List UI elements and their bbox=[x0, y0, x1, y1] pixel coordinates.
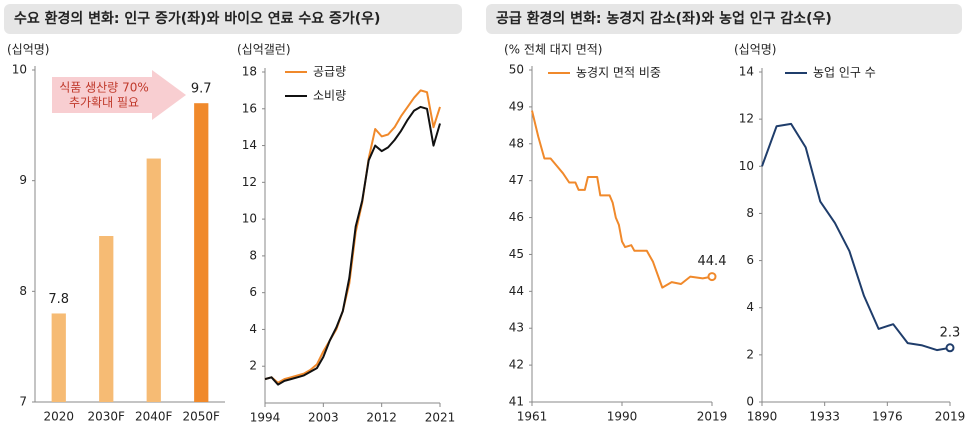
y-tick-label: 0 bbox=[746, 395, 754, 409]
y-tick-label: 41 bbox=[509, 395, 524, 409]
bar bbox=[146, 158, 161, 402]
y-tick-label: 2 bbox=[746, 347, 754, 361]
legend-label: 농업 인구 수 bbox=[813, 66, 876, 80]
line bbox=[264, 105, 441, 386]
x-tick-label: 2030F bbox=[88, 410, 126, 424]
y-tick-label: 4 bbox=[249, 322, 257, 336]
y-tick-label: 44 bbox=[509, 284, 524, 298]
end-marker bbox=[707, 272, 717, 282]
y-tick-label: 6 bbox=[249, 285, 257, 299]
annotation: 추가확대 필요 bbox=[69, 96, 139, 110]
y-tick-label: 10 bbox=[242, 212, 257, 226]
y-tick-label: 18 bbox=[242, 65, 257, 79]
x-tick-label: 2040F bbox=[135, 410, 173, 424]
bar bbox=[194, 103, 209, 402]
legend-label: 농경지 면적 비중 bbox=[576, 66, 661, 80]
y-tick-label: 8 bbox=[249, 248, 257, 262]
y-tick-label: 14 bbox=[739, 65, 754, 79]
header-box bbox=[4, 4, 462, 34]
data-label: 44.4 bbox=[698, 254, 727, 269]
y-tick-label: 48 bbox=[509, 136, 524, 150]
y-tick-label: 12 bbox=[739, 112, 754, 126]
legend-label: 소비량 bbox=[313, 89, 346, 103]
y-tick-label: 9 bbox=[19, 173, 27, 187]
y-axis-label: (십억명) bbox=[7, 43, 49, 57]
x-tick-label: 2050F bbox=[183, 410, 221, 424]
y-tick-label: 12 bbox=[242, 175, 257, 189]
x-tick-label: 1976 bbox=[872, 410, 903, 424]
line bbox=[761, 122, 951, 352]
header-box bbox=[486, 4, 962, 34]
y-tick-label: 8 bbox=[746, 206, 754, 220]
legend-label: 공급량 bbox=[313, 65, 346, 79]
x-tick-label: 2003 bbox=[308, 411, 339, 425]
y-axis-label: (십억명) bbox=[734, 43, 776, 57]
y-tick-label: 7 bbox=[19, 395, 27, 409]
y-tick-label: 6 bbox=[746, 253, 754, 267]
y-tick-label: 2 bbox=[249, 359, 257, 373]
y-tick-label: 47 bbox=[509, 173, 524, 187]
y-tick-label: 43 bbox=[509, 321, 524, 335]
y-tick-label: 8 bbox=[19, 284, 27, 298]
x-tick-label: 1890 bbox=[747, 410, 778, 424]
y-tick-label: 10 bbox=[739, 159, 754, 173]
section-header: 공급 환경의 변화: 농경지 감소(좌)와 농업 인구 감소(우) bbox=[496, 10, 832, 27]
y-tick-label: 4 bbox=[746, 300, 754, 314]
x-tick-label: 1933 bbox=[809, 410, 840, 424]
x-tick-label: 2021 bbox=[425, 411, 456, 425]
annotation-arrow bbox=[52, 70, 186, 120]
y-tick-label: 45 bbox=[509, 247, 524, 261]
y-tick-label: 46 bbox=[509, 210, 524, 224]
x-tick-label: 1994 bbox=[250, 411, 281, 425]
end-marker bbox=[945, 343, 955, 353]
x-tick-label: 2012 bbox=[366, 411, 397, 425]
y-tick-label: 16 bbox=[242, 101, 257, 115]
section-header: 수요 환경의 변화: 인구 증가(좌)와 바이오 연료 수요 증가(우) bbox=[14, 10, 380, 27]
x-tick-label: 1961 bbox=[517, 410, 548, 424]
y-tick-label: 50 bbox=[509, 63, 524, 77]
x-tick-label: 2020 bbox=[43, 410, 74, 424]
y-tick-label: 10 bbox=[12, 63, 27, 77]
data-label: 7.8 bbox=[48, 292, 69, 307]
y-axis-label: (% 전체 대지 면적) bbox=[504, 43, 602, 57]
y-tick-label: 14 bbox=[242, 138, 257, 152]
x-tick-label: 1990 bbox=[607, 410, 638, 424]
x-tick-label: 2019 bbox=[935, 410, 966, 424]
bar bbox=[99, 236, 114, 402]
y-tick-label: 49 bbox=[509, 99, 524, 113]
data-label: 2.3 bbox=[940, 325, 961, 340]
y-tick-label: 42 bbox=[509, 358, 524, 372]
x-tick-label: 2019 bbox=[697, 410, 728, 424]
bar bbox=[51, 313, 66, 402]
annotation: 식품 생산량 70% bbox=[59, 81, 149, 95]
y-axis-label: (십억갤런) bbox=[237, 43, 291, 57]
line bbox=[264, 89, 441, 384]
line bbox=[531, 110, 713, 289]
data-label: 9.7 bbox=[191, 82, 212, 97]
